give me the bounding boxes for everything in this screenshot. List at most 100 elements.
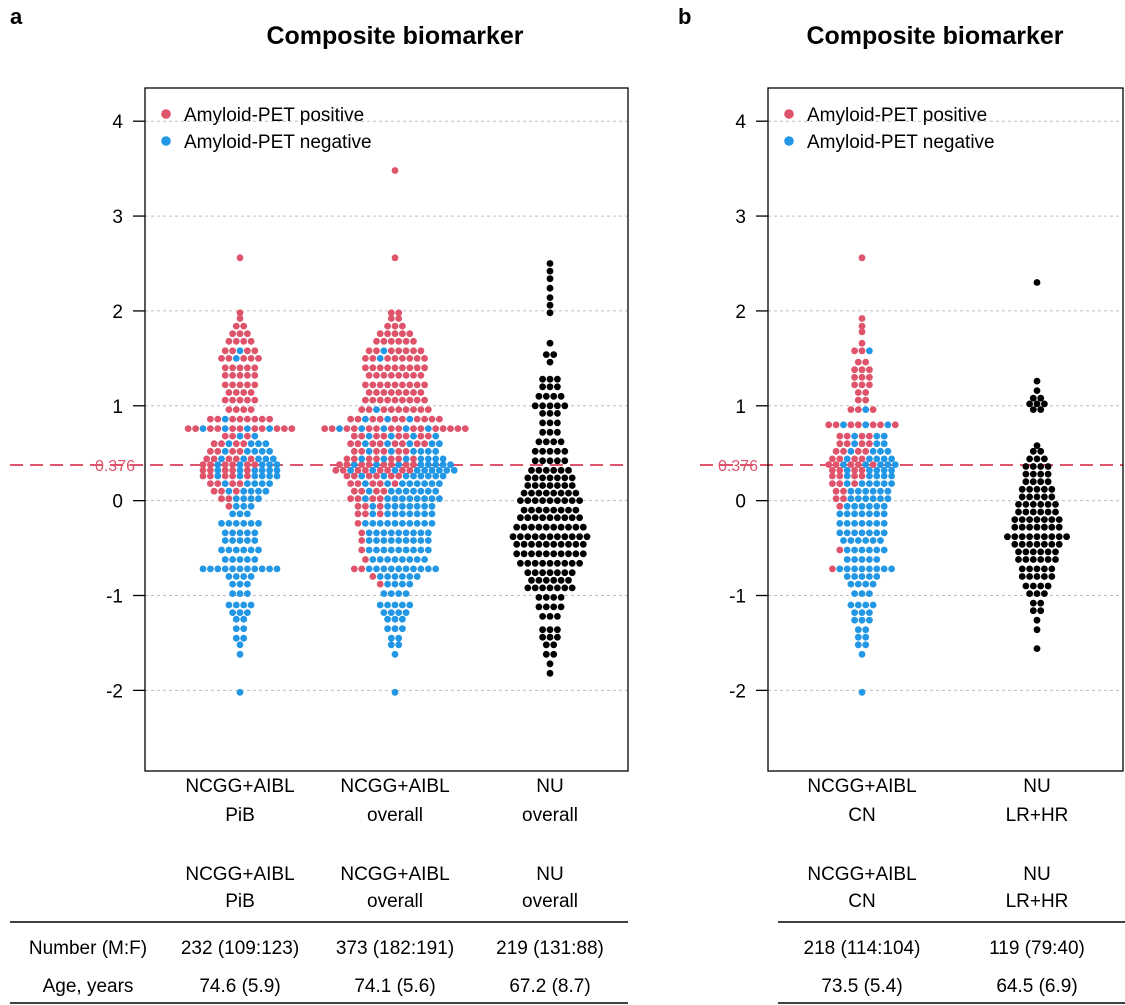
- data-point-b-1-19-2: [847, 495, 855, 503]
- data-point-b-1-28-1: [843, 432, 851, 440]
- data-point-a-2-38-3: [387, 347, 395, 355]
- data-point-a-2-37-7: [413, 355, 421, 362]
- data-point-b-2-11-5: [1048, 540, 1056, 548]
- data-point-a-3-2-1: [550, 650, 558, 658]
- data-point-a-2-14-9: [424, 537, 432, 544]
- data-point-b-2-15-4: [1044, 508, 1052, 516]
- data-point-b-2-8-0: [1018, 565, 1026, 573]
- data-point-a-1-38-2: [236, 347, 244, 355]
- data-point-a-1-34-2: [236, 381, 244, 389]
- data-point-a-3-7-3: [557, 603, 565, 611]
- data-point-a-2-18-6: [399, 502, 406, 510]
- data-point-a-3-28-2: [554, 419, 561, 427]
- data-point-a-2-17-2: [369, 510, 377, 518]
- data-point-a-2-11-2: [365, 565, 373, 573]
- data-point-a-2-31-0: [358, 406, 366, 413]
- data-point-b-1-25-7: [880, 455, 888, 463]
- data-point-b-2-28-0: [1033, 387, 1041, 394]
- data-point-a-3-32-0: [539, 383, 546, 391]
- data-point-a-2-15-9: [424, 529, 432, 537]
- data-point-a-2-31-7: [410, 406, 417, 413]
- data-point-a-1-13-0: [218, 546, 225, 554]
- data-point-a-3-4-2: [554, 633, 561, 641]
- data-point-a-3-11-3: [546, 569, 554, 577]
- data-point-a-3-35-0: [542, 351, 550, 358]
- data-point-a-1-19-5: [255, 495, 262, 503]
- data-point-a-2-10-3: [391, 573, 399, 580]
- data-point-b-1-17-3: [858, 510, 866, 518]
- data-point-a-2-24-13: [432, 461, 440, 468]
- data-point-b-1-3-0: [854, 633, 862, 641]
- data-point-a-1-12-3: [244, 556, 251, 563]
- data-point-a-1-30-3: [229, 415, 237, 423]
- data-point-a-3-10-2: [542, 576, 550, 584]
- data-point-a-2-37-0: [362, 355, 369, 362]
- data-point-a-3-27-2: [554, 428, 561, 436]
- data-point-b-1-33-0: [851, 381, 858, 389]
- data-point-b-2-27-1: [1037, 394, 1045, 402]
- legend-b: Amyloid-PET positive Amyloid-PET negativ…: [784, 105, 995, 153]
- data-point-b-1-27-3: [858, 440, 866, 448]
- data-point-a-3-15-3: [531, 533, 539, 541]
- data-point-a-3-12-3: [539, 559, 546, 567]
- data-point-b-1-16-5: [873, 520, 881, 527]
- data-point-a-1-29-12: [273, 425, 281, 432]
- data-point-a-2-22-7: [395, 472, 403, 480]
- data-point-a-2-3-1: [395, 634, 403, 642]
- data-point-a-3-39-0: [546, 294, 554, 301]
- data-point-b-1-12-4: [873, 556, 881, 563]
- data-point-a-3-21-4: [554, 482, 561, 489]
- data-point-a-1-24-8: [258, 461, 266, 468]
- data-point-a-2-30-0: [347, 415, 354, 423]
- data-point-a-2-17-3: [376, 510, 384, 518]
- data-point-a-2-21-9: [413, 480, 421, 487]
- data-point-a-2-38-7: [417, 347, 425, 355]
- data-point-a-1-24-0: [199, 461, 207, 468]
- data-point-a-2-22-10: [417, 472, 425, 480]
- data-point-a-2-33-4: [395, 389, 403, 396]
- data-point-b-1-16-4: [866, 520, 873, 527]
- data-point-a-2-25-12: [432, 455, 440, 463]
- data-point-a-3-7-1: [542, 603, 550, 611]
- data-point-b-1-22-8: [888, 472, 895, 480]
- data-point-b-2-6-1: [1029, 582, 1037, 590]
- data-point-a-1-13-1: [225, 546, 233, 554]
- data-point-a-2-15-0: [358, 529, 366, 537]
- data-point-a-2-26-0: [350, 447, 358, 455]
- data-point-b-2-6-2: [1037, 582, 1045, 590]
- data-point-b-2-10-0: [1015, 548, 1022, 556]
- data-point-b-1-21-0: [829, 480, 836, 487]
- data-point-b-1-15-0: [836, 529, 844, 537]
- data-point-a-3-21-2: [539, 482, 546, 489]
- data-point-a-1-2-0: [236, 641, 244, 649]
- data-point-a-2-19-3: [369, 495, 377, 503]
- table-header-b-1-line2: CN: [848, 891, 875, 912]
- data-point-a-2-27-6: [391, 440, 399, 448]
- data-point-a-3-6-1: [546, 613, 554, 620]
- data-point-b-2-26-0: [1026, 400, 1033, 408]
- data-point-b-1-6-1: [858, 609, 866, 616]
- data-point-a-1-26-1: [214, 447, 222, 455]
- data-point-a-2-22-8: [402, 472, 410, 480]
- data-point-a-2-26-9: [417, 447, 425, 455]
- data-point-b-2-9-5: [1052, 556, 1059, 563]
- data-point-a-2-16-5: [391, 520, 399, 527]
- data-point-a-2-11-8: [410, 565, 417, 573]
- data-point-a-2-26-11: [432, 447, 440, 455]
- data-point-a-2-18-5: [391, 502, 399, 510]
- data-point-a-1-29-7: [236, 425, 244, 432]
- data-point-b-1-25-6: [873, 455, 881, 463]
- data-point-a-2-12-6: [406, 556, 414, 563]
- data-point-a-3-9-2: [539, 584, 546, 592]
- data-point-a-2-33-3: [387, 389, 395, 396]
- data-point-a-1-19-2: [232, 495, 240, 503]
- data-point-a-1-20-6: [255, 487, 262, 495]
- data-point-a-1-29-9: [251, 425, 259, 432]
- data-point-a-2-15-3: [380, 529, 388, 537]
- data-point-a-2-29-3: [343, 425, 351, 432]
- data-point-b-1-17-2: [851, 510, 858, 518]
- data-point-a-1-8-1: [236, 590, 244, 597]
- plot-frame-a: [144, 87, 629, 772]
- data-point-a-1-20-5: [247, 487, 255, 495]
- data-point-a-3-12-2: [531, 559, 539, 567]
